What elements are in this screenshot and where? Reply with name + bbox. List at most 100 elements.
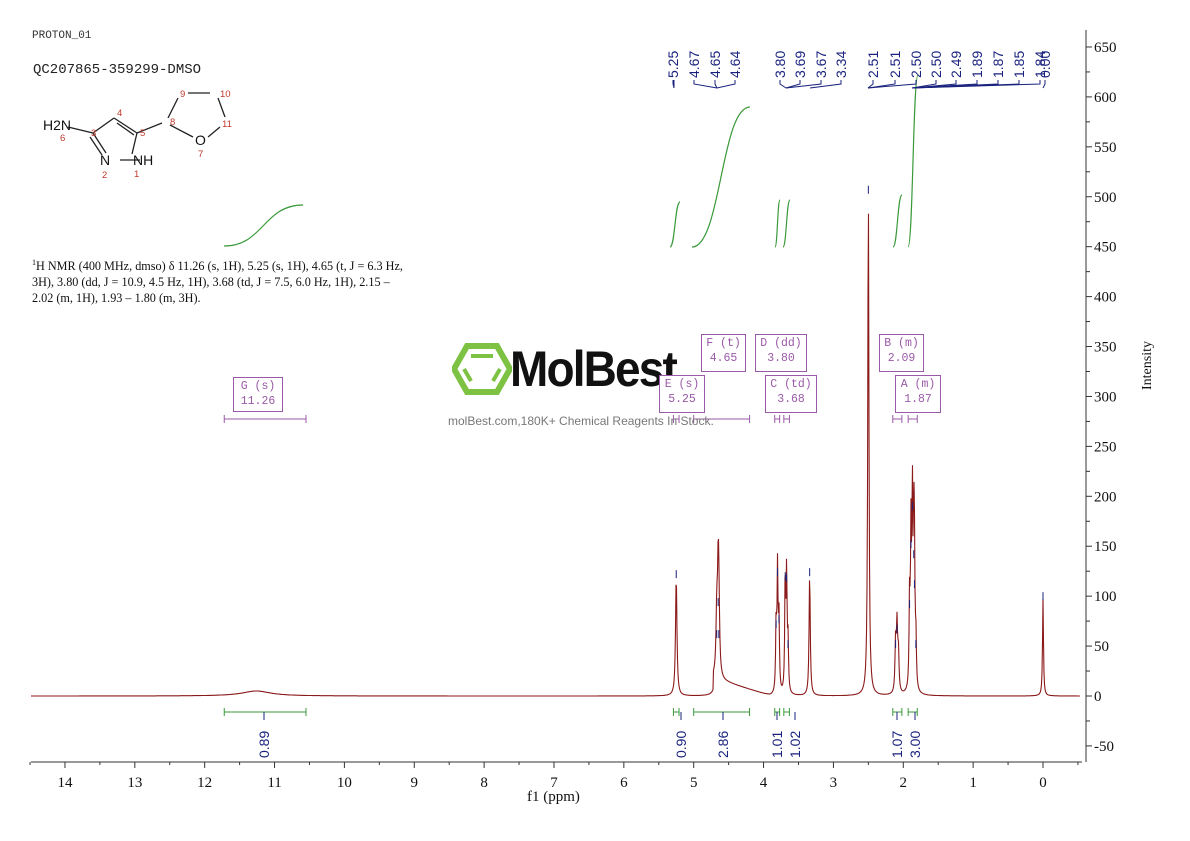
multiplet-shift: 11.26 xyxy=(240,395,276,408)
experiment-title: PROTON_01 xyxy=(32,30,92,42)
spectrum-trace xyxy=(31,185,1080,697)
svg-text:1.87: 1.87 xyxy=(990,51,1006,78)
multiplet-box-b: B (m) 2.09 xyxy=(879,334,924,372)
multiplet-box-c: C (td) 3.68 xyxy=(765,375,817,413)
multiplet-shift: 4.65 xyxy=(709,352,738,365)
svg-text:350: 350 xyxy=(1094,340,1117,356)
svg-text:6: 6 xyxy=(620,775,628,791)
svg-text:14: 14 xyxy=(57,775,73,791)
svg-text:3.00: 3.00 xyxy=(907,731,923,758)
svg-text:500: 500 xyxy=(1094,190,1117,206)
multiplet-label: D (dd) xyxy=(760,337,802,350)
svg-text:400: 400 xyxy=(1094,290,1117,306)
multiplet-ranges xyxy=(223,415,918,423)
atom-n: N xyxy=(100,152,110,168)
y-axis-title: Intensity xyxy=(1140,341,1155,390)
svg-text:600: 600 xyxy=(1094,90,1117,106)
svg-text:300: 300 xyxy=(1094,389,1117,405)
svg-text:13: 13 xyxy=(127,775,142,791)
peak-labels: 5.25 4.67 4.65 4.64 3.80 3.69 3.67 3.34 2.51 2.51… xyxy=(665,51,1053,89)
multiplet-box-a: A (m) 1.87 xyxy=(895,375,941,413)
svg-text:0.90: 0.90 xyxy=(673,731,689,758)
svg-text:4.64: 4.64 xyxy=(727,51,743,78)
chemical-structure: H2N N NH O 3 4 5 6 2 1 7 8 9 10 11 xyxy=(43,89,232,181)
atom-nh: NH xyxy=(133,152,153,168)
svg-text:8: 8 xyxy=(480,775,488,791)
svg-text:7: 7 xyxy=(550,775,558,791)
svg-text:0: 0 xyxy=(1094,689,1102,705)
svg-text:3.69: 3.69 xyxy=(792,51,808,78)
svg-text:3: 3 xyxy=(830,775,838,791)
svg-text:4: 4 xyxy=(760,775,768,791)
atom-number: 9 xyxy=(180,89,185,100)
multiplet-label: A (m) xyxy=(900,378,936,391)
svg-text:2.51: 2.51 xyxy=(865,51,881,78)
atom-number: 10 xyxy=(220,89,231,100)
atom-number: 7 xyxy=(198,149,203,160)
svg-text:3.80: 3.80 xyxy=(772,51,788,78)
multiplet-box-d: D (dd) 3.80 xyxy=(755,334,807,372)
svg-text:-50: -50 xyxy=(1094,739,1114,755)
atom-number: 3 xyxy=(91,128,96,139)
svg-text:2: 2 xyxy=(900,775,908,791)
integration-ranges: 0.89 0.90 2.86 1.01 1.02 1.07 3.00 xyxy=(223,708,923,758)
multiplet-box-e: E (s) 5.25 xyxy=(659,375,705,413)
svg-text:0.00: 0.00 xyxy=(1037,51,1053,78)
svg-text:2.50: 2.50 xyxy=(908,51,924,78)
atom-number: 8 xyxy=(170,117,175,128)
integral-curves xyxy=(223,74,919,248)
svg-text:2.50: 2.50 xyxy=(928,51,944,78)
atom-o: O xyxy=(195,132,206,148)
atom-number: 11 xyxy=(222,119,232,130)
multiplet-shift: 1.87 xyxy=(904,393,932,406)
svg-text:1.07: 1.07 xyxy=(889,731,905,758)
svg-text:3.34: 3.34 xyxy=(833,51,849,78)
svg-text:50: 50 xyxy=(1094,639,1109,655)
sample-id: QC207865-359299-DMSO xyxy=(33,62,202,78)
x-axis-title: f1 (ppm) xyxy=(527,789,580,805)
atom-amine: H2N xyxy=(43,117,71,133)
svg-text:550: 550 xyxy=(1094,140,1117,156)
multiplet-shift: 2.09 xyxy=(887,352,916,365)
nmr-description-text: H NMR (400 MHz, dmso) δ 11.26 (s, 1H), 5… xyxy=(32,259,403,306)
watermark-brand: MolBest xyxy=(510,341,678,397)
multiplet-label: E (s) xyxy=(664,378,700,391)
svg-text:0.89: 0.89 xyxy=(256,731,272,758)
svg-text:650: 650 xyxy=(1094,40,1117,56)
svg-text:4.67: 4.67 xyxy=(686,51,702,78)
multiplet-box-f: F (t) 4.65 xyxy=(701,334,746,372)
svg-text:1.85: 1.85 xyxy=(1011,51,1027,78)
molbest-logo-icon xyxy=(452,343,512,395)
multiplet-shift: 3.68 xyxy=(777,393,805,406)
svg-text:2.86: 2.86 xyxy=(715,731,731,758)
svg-text:2.51: 2.51 xyxy=(887,51,903,78)
atom-number: 5 xyxy=(140,128,145,139)
svg-text:0: 0 xyxy=(1039,775,1047,791)
svg-text:450: 450 xyxy=(1094,240,1117,256)
y-axis: 650600550500450400350300250200150100500-… xyxy=(1085,30,1117,762)
svg-text:100: 100 xyxy=(1094,589,1117,605)
multiplet-label: F (t) xyxy=(706,337,741,350)
svg-text:1.89: 1.89 xyxy=(969,51,985,78)
atom-number: 1 xyxy=(134,169,139,180)
svg-text:12: 12 xyxy=(197,775,212,791)
svg-text:200: 200 xyxy=(1094,489,1117,505)
multiplet-shift: 5.25 xyxy=(668,393,696,406)
multiplet-label: C (td) xyxy=(770,378,812,391)
svg-text:11: 11 xyxy=(267,775,281,791)
atom-number: 2 xyxy=(102,170,107,181)
svg-text:1.01: 1.01 xyxy=(769,731,785,758)
svg-text:5: 5 xyxy=(690,775,698,791)
watermark-tagline: molBest.com,180K+ Chemical Reagents In S… xyxy=(448,414,714,428)
multiplet-box-g: G (s) 11.26 xyxy=(233,377,283,412)
nucleus-superscript: 1 xyxy=(32,258,36,267)
svg-text:9: 9 xyxy=(411,775,419,791)
svg-text:1: 1 xyxy=(969,775,977,791)
multiplet-label: B (m) xyxy=(884,337,919,350)
svg-text:1.84: 1.84 xyxy=(1032,51,1048,78)
atom-number: 6 xyxy=(60,133,65,144)
svg-text:4.65: 4.65 xyxy=(707,51,723,78)
x-axis: 14 13 12 11 10 9 8 7 6 5 4 3 2 1 0 xyxy=(29,761,1082,791)
